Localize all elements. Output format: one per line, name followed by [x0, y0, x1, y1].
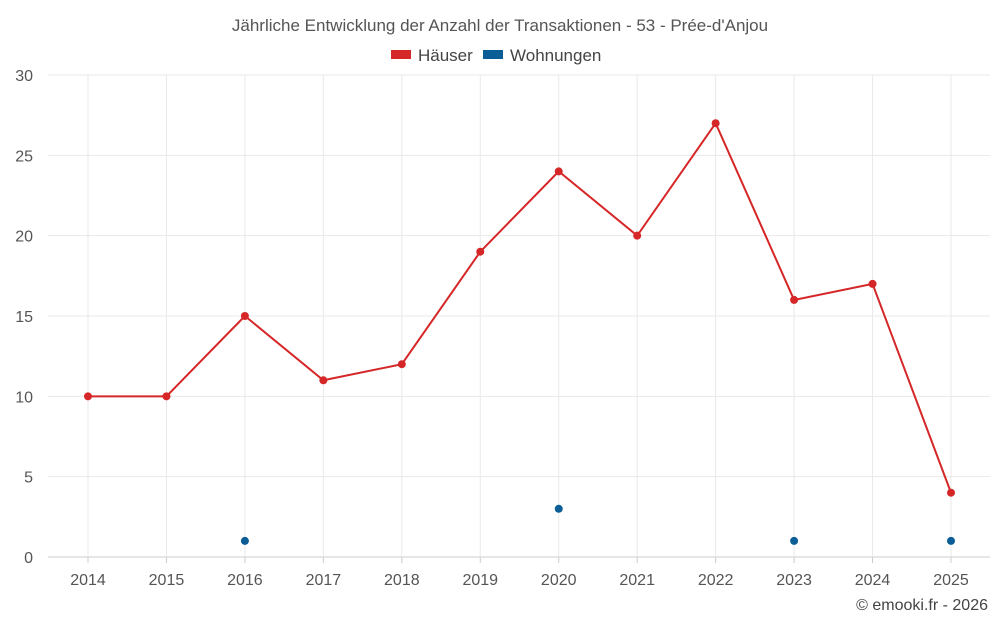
y-tick-label: 10	[15, 389, 33, 406]
x-axis: 2014 2015 2016 2017 2018 2019 2020 2021 2022 2023…	[70, 557, 969, 589]
x-tick-label: 2024	[855, 572, 891, 589]
credit-text: © emooki.fr - 2026	[856, 597, 988, 614]
data-point	[397, 360, 406, 369]
data-point	[554, 504, 563, 513]
data-point	[947, 536, 955, 545]
data-point	[240, 312, 249, 320]
x-tick-label: 2021	[619, 572, 655, 589]
y-tick-label: 0	[24, 550, 33, 567]
x-tick-label: 2014	[70, 572, 106, 589]
legend-item-wohnungen[interactable]: Wohnungen	[483, 46, 601, 65]
x-tick-label: 2016	[227, 572, 263, 589]
data-point	[84, 392, 92, 401]
legend-label-wohnungen: Wohnungen	[510, 46, 601, 65]
x-tick-label: 2019	[462, 572, 498, 589]
series-haeuser	[84, 119, 955, 497]
data-point	[711, 119, 720, 128]
x-tick-label: 2022	[698, 572, 734, 589]
legend: Häuser Wohnungen	[391, 46, 601, 65]
legend-label-haeuser: Häuser	[418, 46, 473, 65]
x-tick-label: 2015	[149, 572, 185, 589]
x-tick-label: 2017	[306, 572, 342, 589]
data-point	[947, 488, 955, 497]
plot-area	[84, 119, 955, 545]
y-axis: 0 5 10 15 20 25 30	[15, 68, 33, 567]
y-tick-label: 25	[15, 148, 33, 165]
x-tick-label: 2023	[776, 572, 812, 589]
data-point	[240, 536, 249, 545]
legend-swatch-wohnungen	[483, 50, 503, 59]
y-tick-label: 5	[24, 470, 33, 487]
y-tick-label: 15	[15, 309, 33, 326]
data-point	[162, 392, 171, 401]
series-wohnungen	[240, 504, 955, 545]
legend-swatch-haeuser	[391, 50, 411, 59]
series-line	[88, 121, 952, 494]
y-tick-label: 30	[15, 68, 33, 85]
x-tick-label: 2020	[541, 572, 577, 589]
legend-item-haeuser[interactable]: Häuser	[391, 46, 473, 65]
data-point	[868, 279, 877, 288]
data-point	[554, 167, 563, 176]
data-point	[633, 231, 642, 240]
grid	[48, 74, 990, 558]
data-point	[790, 295, 799, 304]
chart-title: Jährliche Entwicklung der Anzahl der Tra…	[232, 16, 768, 35]
x-tick-label: 2018	[384, 572, 420, 589]
data-point	[476, 247, 485, 256]
data-point	[319, 376, 328, 385]
y-tick-label: 20	[15, 229, 33, 246]
data-point	[790, 536, 799, 545]
x-tick-label: 2025	[933, 572, 969, 589]
